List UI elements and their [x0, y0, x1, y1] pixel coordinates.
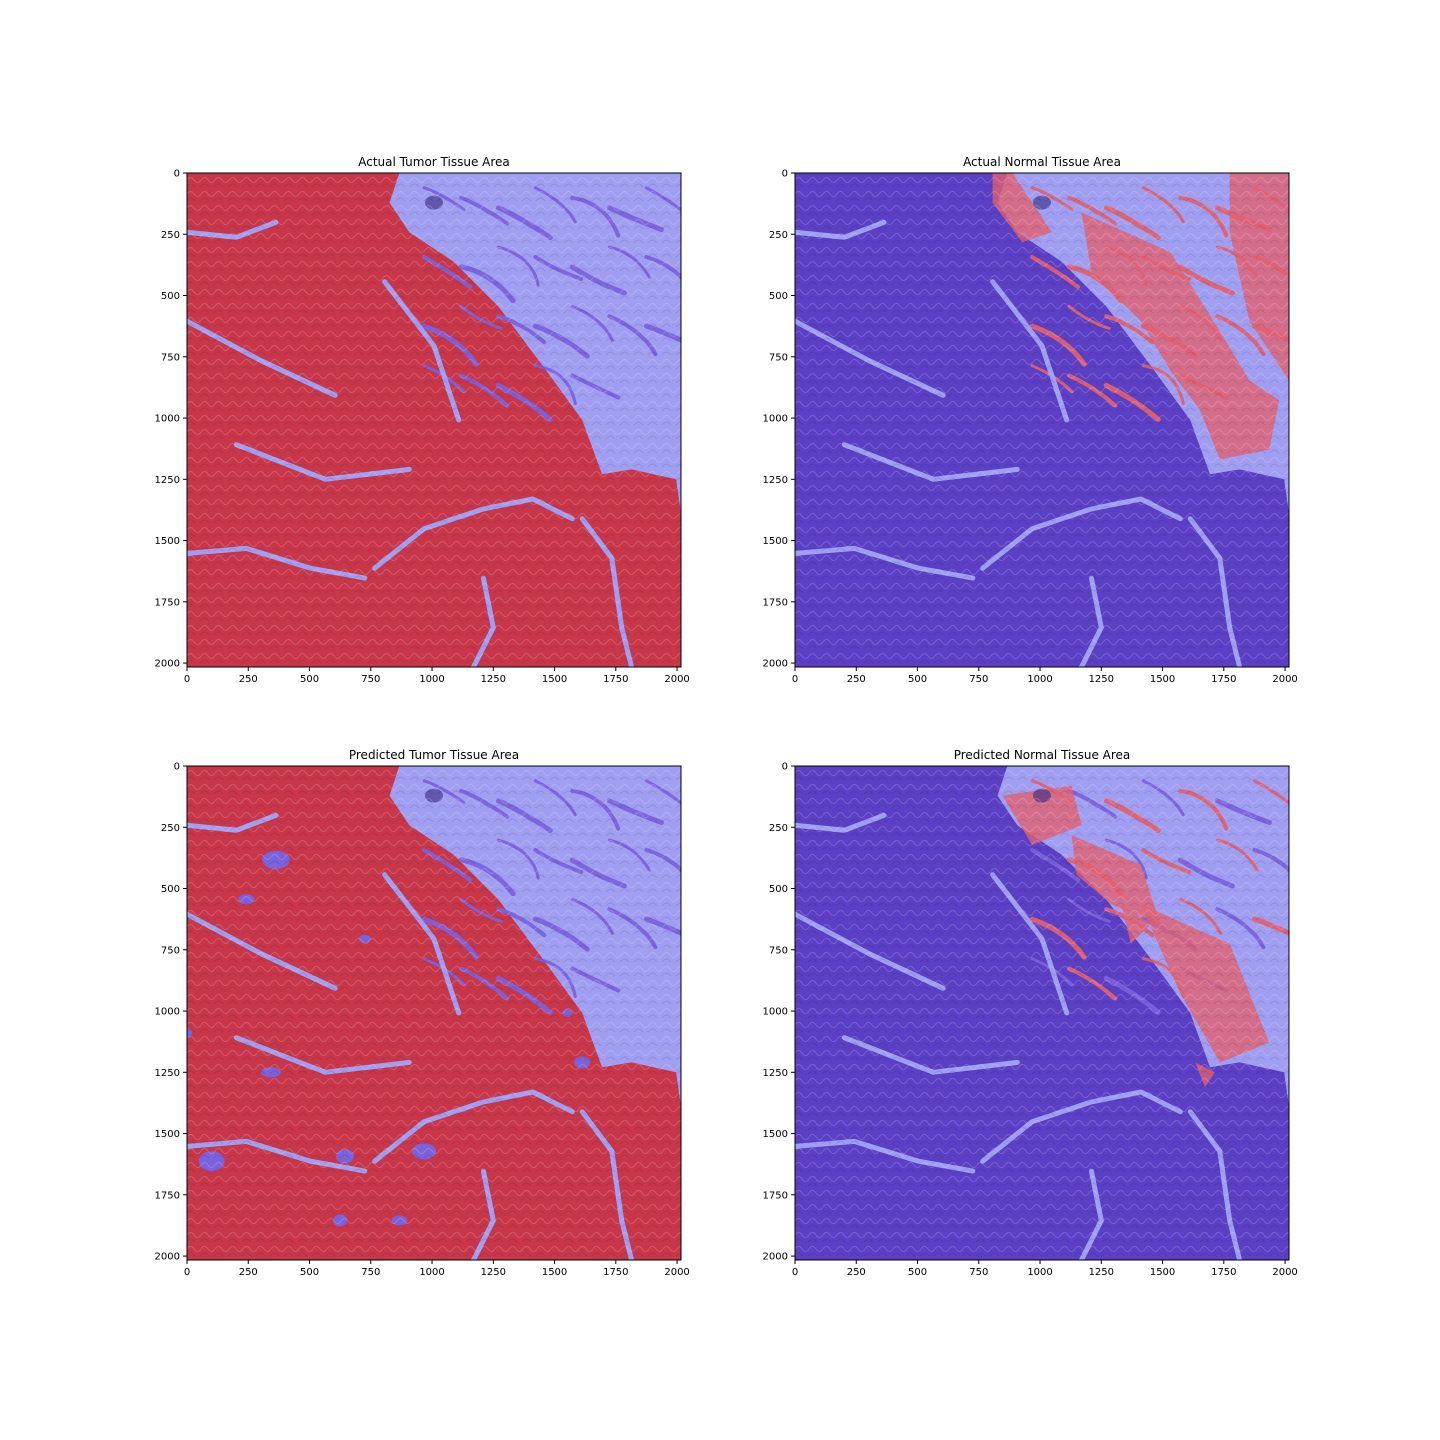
x-tick-label: 0 [184, 674, 190, 685]
x-tick-label: 1250 [481, 674, 506, 685]
axes-frame [794, 172, 1290, 668]
overlay-image [795, 173, 1289, 667]
overlay-image [187, 766, 681, 1260]
y-tick-label: 2000 [763, 1252, 788, 1263]
panel-title: Predicted Tumor Tissue Area [349, 748, 519, 762]
y-tick-label: 1000 [763, 1007, 788, 1018]
tissue-texture [187, 173, 681, 667]
y-tick-label: 500 [769, 884, 788, 895]
tissue-texture [187, 766, 681, 1260]
x-tick-label: 250 [847, 674, 866, 685]
axes-frame [186, 172, 682, 668]
panel-1: Actual Tumor Tissue Area 0 250 500 750 1000 12… [155, 155, 690, 685]
y-tick-label: 1000 [155, 1007, 180, 1018]
y-tick-label: 1250 [763, 475, 788, 486]
panel-2: Actual Normal Tissue Area 0 250 500 750 1000 1… [763, 155, 1298, 685]
x-tick-label: 1500 [542, 674, 567, 685]
y-tick-label: 0 [782, 169, 788, 180]
y-tick-label: 250 [769, 230, 788, 241]
x-tick-label: 1750 [603, 1267, 628, 1278]
x-tick-label: 0 [792, 674, 798, 685]
y-tick-label: 1750 [155, 1190, 180, 1201]
y-tick-label: 1500 [763, 536, 788, 547]
y-tick-label: 1500 [155, 536, 180, 547]
x-tick-label: 500 [908, 674, 927, 685]
overlay-image [795, 766, 1289, 1260]
y-tick-label: 2000 [763, 659, 788, 670]
panel-4: Predicted Normal Tissue Area 0 250 500 750 10… [763, 748, 1298, 1278]
y-tick-label: 2000 [155, 1252, 180, 1263]
tissue-texture [795, 766, 1289, 1260]
x-tick-label: 250 [239, 1267, 258, 1278]
x-tick-label: 1000 [1027, 1267, 1052, 1278]
y-tick-label: 0 [174, 169, 180, 180]
panel-3: Predicted Tumor Tissue Area 0 250 500 750 100… [155, 748, 690, 1278]
y-tick-label: 0 [174, 762, 180, 773]
axes-frame [186, 765, 682, 1261]
y-tick-label: 1250 [155, 1068, 180, 1079]
axes-frame [794, 765, 1290, 1261]
x-tick-label: 1250 [1089, 674, 1114, 685]
x-tick-label: 0 [792, 1267, 798, 1278]
x-tick-label: 500 [300, 1267, 319, 1278]
x-tick-label: 1500 [1150, 674, 1175, 685]
y-tick-label: 1500 [155, 1129, 180, 1140]
x-tick-label: 2000 [664, 1267, 689, 1278]
y-tick-label: 1000 [763, 414, 788, 425]
panel-title: Actual Normal Tissue Area [963, 155, 1121, 169]
x-tick-label: 2000 [1272, 1267, 1297, 1278]
x-tick-label: 250 [847, 1267, 866, 1278]
x-tick-label: 1250 [1089, 1267, 1114, 1278]
overlay-image [187, 173, 681, 667]
y-tick-label: 1500 [763, 1129, 788, 1140]
y-tick-label: 750 [769, 945, 788, 956]
x-tick-label: 750 [969, 674, 988, 685]
y-tick-label: 250 [161, 823, 180, 834]
y-tick-label: 1250 [155, 475, 180, 486]
y-tick-label: 250 [769, 823, 788, 834]
panel-title: Predicted Normal Tissue Area [954, 748, 1131, 762]
x-tick-label: 750 [361, 1267, 380, 1278]
panel-title: Actual Tumor Tissue Area [358, 155, 510, 169]
y-tick-label: 500 [769, 291, 788, 302]
x-tick-label: 1500 [542, 1267, 567, 1278]
y-tick-label: 1750 [763, 1190, 788, 1201]
y-tick-label: 1250 [763, 1068, 788, 1079]
y-tick-label: 750 [161, 945, 180, 956]
x-tick-label: 500 [300, 674, 319, 685]
y-tick-label: 750 [769, 352, 788, 363]
x-tick-label: 1000 [419, 1267, 444, 1278]
x-tick-label: 1750 [1211, 1267, 1236, 1278]
y-tick-label: 750 [161, 352, 180, 363]
x-tick-label: 750 [969, 1267, 988, 1278]
x-tick-label: 1000 [419, 674, 444, 685]
y-tick-label: 1750 [763, 597, 788, 608]
x-tick-label: 1250 [481, 1267, 506, 1278]
x-tick-label: 0 [184, 1267, 190, 1278]
y-tick-label: 2000 [155, 659, 180, 670]
y-tick-label: 250 [161, 230, 180, 241]
y-tick-label: 0 [782, 762, 788, 773]
tissue-texture [795, 173, 1289, 667]
x-tick-label: 1750 [1211, 674, 1236, 685]
x-tick-label: 750 [361, 674, 380, 685]
x-tick-label: 2000 [664, 674, 689, 685]
y-tick-label: 1750 [155, 597, 180, 608]
y-tick-label: 500 [161, 291, 180, 302]
y-tick-label: 500 [161, 884, 180, 895]
x-tick-label: 1000 [1027, 674, 1052, 685]
x-tick-label: 2000 [1272, 674, 1297, 685]
x-tick-label: 1750 [603, 674, 628, 685]
x-tick-label: 1500 [1150, 1267, 1175, 1278]
x-tick-label: 250 [239, 674, 258, 685]
y-tick-label: 1000 [155, 414, 180, 425]
x-tick-label: 500 [908, 1267, 927, 1278]
